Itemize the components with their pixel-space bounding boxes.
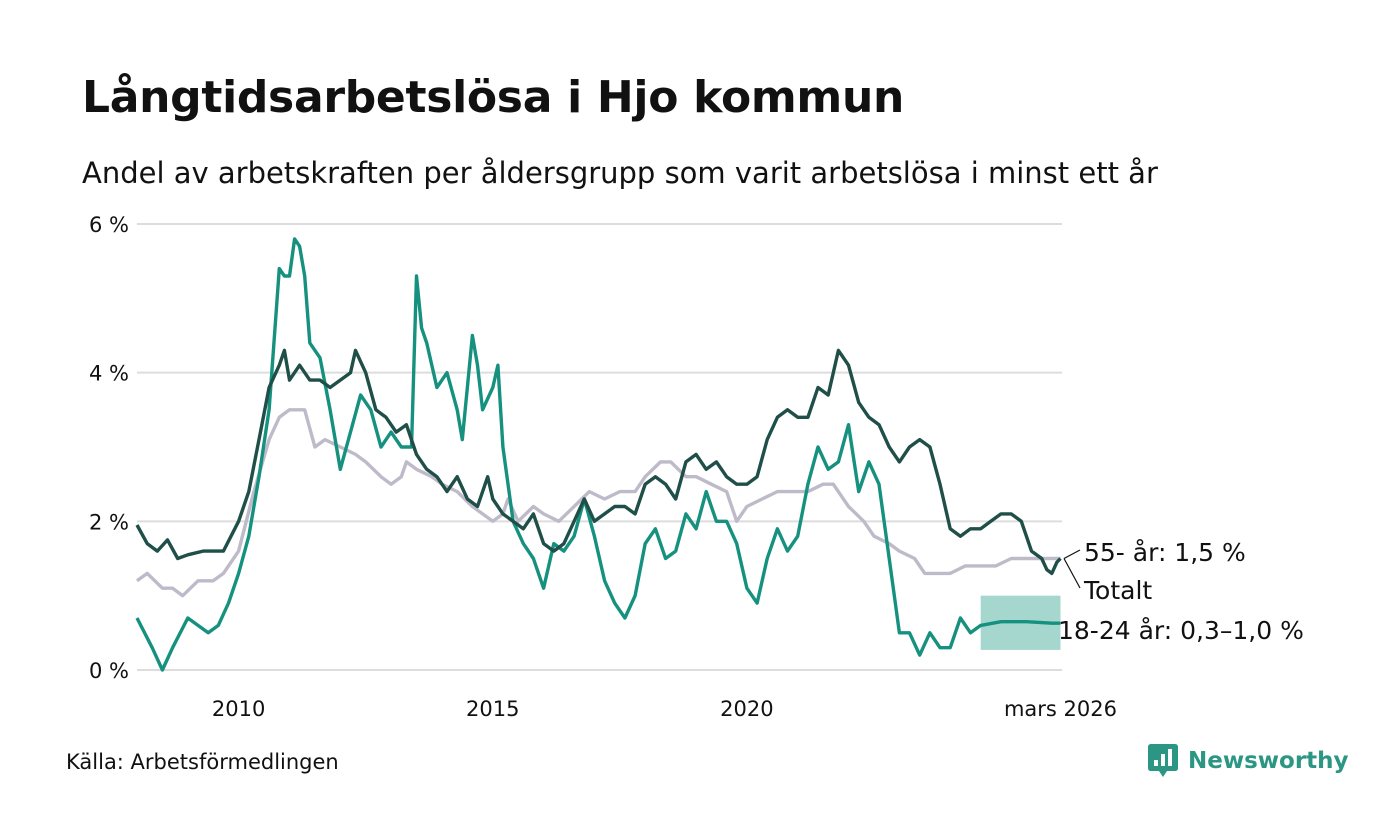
source-note: Källa: Arbetsförmedlingen xyxy=(66,750,339,774)
y-tick-label: 0 % xyxy=(89,659,129,683)
chart-subtitle: Andel av arbetskraften per åldersgrupp s… xyxy=(82,156,1158,190)
chart-title: Långtidsarbetslösa i Hjo kommun xyxy=(82,72,905,123)
y-tick-label: 2 % xyxy=(89,510,129,534)
y-tick-label: 4 % xyxy=(89,362,129,386)
series-end-label: Totalt xyxy=(1083,576,1152,605)
x-tick-label: 2015 xyxy=(466,697,519,721)
x-tick-label: mars 2026 xyxy=(1004,697,1117,721)
series-line-total xyxy=(135,348,1062,576)
y-tick-label: 6 % xyxy=(89,213,129,237)
series-line-age55 xyxy=(136,408,1061,598)
series-line-age18_24 xyxy=(135,237,1061,672)
leader-line xyxy=(1063,558,1081,589)
series-end-label: 18-24 år: 0,3–1,0 % xyxy=(1058,616,1304,645)
series-end-label: 55- år: 1,5 % xyxy=(1084,538,1246,567)
newsworthy-logo-icon xyxy=(1148,744,1178,777)
brand-name: Newsworthy xyxy=(1188,748,1349,774)
newsworthy-logo[interactable]: Newsworthy xyxy=(1148,744,1349,778)
x-tick-label: 2020 xyxy=(720,697,773,721)
x-tick-label: 2010 xyxy=(212,697,265,721)
leader-line xyxy=(1063,549,1081,560)
